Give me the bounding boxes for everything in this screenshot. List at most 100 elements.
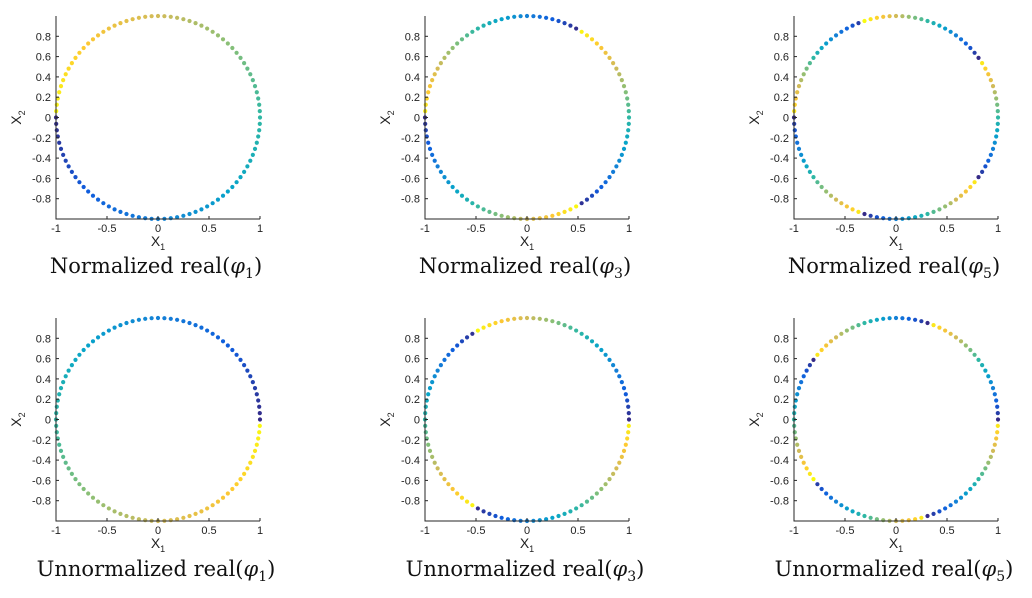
- y-tick-label: -0.4: [770, 455, 789, 467]
- y-axis-label: X2: [746, 412, 765, 426]
- data-point: [95, 335, 101, 340]
- data-point: [868, 213, 873, 218]
- data-point: [69, 363, 74, 368]
- data-point: [824, 343, 829, 348]
- y-tick-label: 0: [783, 113, 789, 125]
- data-point: [143, 216, 148, 221]
- data-point: [844, 204, 849, 209]
- data-point: [257, 411, 262, 416]
- data-point: [544, 517, 549, 522]
- data-point: [238, 55, 243, 60]
- y-tick-label: 0.4: [774, 374, 789, 386]
- data-point: [86, 189, 91, 194]
- data-point: [470, 201, 475, 206]
- y-tick-label: -0.6: [770, 173, 789, 185]
- data-point: [101, 503, 106, 508]
- data-point: [839, 331, 844, 336]
- data-point: [990, 448, 996, 453]
- y-tick-label: 0.4: [774, 72, 789, 84]
- data-point: [792, 404, 797, 409]
- data-point: [215, 335, 221, 340]
- data-point: [487, 21, 492, 26]
- data-point: [63, 158, 68, 163]
- data-point: [446, 180, 451, 185]
- data-point: [238, 175, 243, 180]
- data-point: [205, 204, 210, 209]
- data-point: [562, 209, 567, 214]
- data-point: [900, 316, 905, 321]
- x-tick-label: 0: [893, 223, 899, 235]
- data-point: [948, 201, 953, 206]
- data-point: [66, 368, 71, 373]
- data-point: [162, 316, 167, 321]
- data-point: [130, 213, 135, 218]
- data-point: [136, 215, 141, 220]
- data-point: [550, 319, 555, 324]
- data-point: [432, 460, 437, 465]
- x-tick-label: 0: [524, 525, 530, 537]
- data-point: [257, 115, 263, 120]
- data-point: [953, 197, 959, 202]
- y-tick-label: 0.6: [405, 52, 420, 64]
- data-point: [626, 404, 631, 409]
- data-point: [505, 517, 510, 522]
- data-point: [594, 41, 599, 46]
- data-point: [136, 517, 141, 522]
- data-point: [948, 29, 953, 34]
- data-point: [69, 61, 74, 66]
- data-point: [459, 193, 465, 198]
- y-tick-label: -0.8: [32, 194, 51, 206]
- data-point: [54, 430, 59, 435]
- data-point: [906, 518, 911, 523]
- data-point: [256, 398, 261, 403]
- data-point: [242, 61, 247, 66]
- data-point: [626, 115, 632, 120]
- scatter-series: [53, 13, 263, 222]
- data-point: [986, 460, 991, 465]
- y-tick-label: -0.6: [32, 475, 51, 487]
- data-point: [426, 90, 431, 95]
- data-point: [481, 509, 486, 514]
- data-point: [149, 316, 154, 321]
- data-point: [550, 17, 555, 22]
- data-point: [181, 17, 186, 22]
- data-point: [626, 121, 631, 126]
- data-point: [181, 515, 186, 520]
- data-point: [792, 430, 797, 435]
- y-tick-label: 0.2: [36, 92, 51, 104]
- data-point: [556, 211, 561, 217]
- data-point: [599, 184, 604, 190]
- y-tick-label: -0.8: [770, 194, 789, 206]
- data-point: [887, 316, 892, 321]
- data-point: [193, 511, 198, 516]
- data-point: [839, 29, 844, 34]
- data-point: [215, 33, 221, 38]
- data-point: [990, 146, 996, 151]
- data-point: [626, 430, 631, 435]
- data-point: [953, 335, 959, 340]
- y-tick-label: 0.6: [36, 52, 51, 64]
- scatter-series: [422, 13, 632, 222]
- y-tick-label: 0.4: [405, 72, 420, 84]
- x-tick-label: -0.5: [98, 223, 117, 235]
- x-tick-label: -0.5: [836, 223, 855, 235]
- data-point: [90, 37, 96, 42]
- data-point: [248, 374, 253, 379]
- data-point: [459, 495, 465, 500]
- data-point: [943, 26, 948, 31]
- data-point: [983, 164, 988, 169]
- subplot-5: 0.8 0.6 0.4 0.2 0 -0.2 -0.4 -0.6 -0.8 -1 -0.5 0 0.5 1…: [377, 315, 644, 585]
- data-point: [589, 495, 595, 500]
- data-point: [101, 331, 106, 336]
- data-point: [937, 325, 942, 330]
- data-point: [481, 23, 486, 28]
- data-point: [193, 21, 198, 26]
- data-point: [994, 134, 999, 139]
- data-point: [245, 66, 250, 71]
- data-point: [438, 61, 443, 66]
- data-point: [124, 18, 129, 24]
- y-tick-label: 0.2: [774, 394, 789, 406]
- data-point: [992, 392, 997, 397]
- data-point: [804, 164, 809, 169]
- x-axis-label: X1: [889, 535, 903, 554]
